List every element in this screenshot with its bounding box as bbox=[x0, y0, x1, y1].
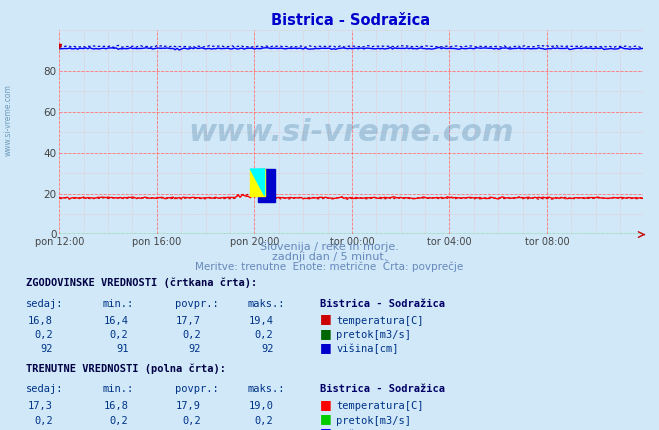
Text: Slovenija / reke in morje.: Slovenija / reke in morje. bbox=[260, 242, 399, 252]
Text: 92: 92 bbox=[40, 344, 53, 354]
Text: 0,2: 0,2 bbox=[110, 415, 129, 426]
Text: maks.:: maks.: bbox=[247, 384, 285, 394]
Text: 0,2: 0,2 bbox=[110, 330, 129, 340]
Text: www.si-vreme.com: www.si-vreme.com bbox=[188, 118, 514, 147]
Text: 17,7: 17,7 bbox=[176, 316, 201, 326]
Text: pretok[m3/s]: pretok[m3/s] bbox=[336, 330, 411, 340]
Text: ■: ■ bbox=[320, 341, 331, 354]
Text: 91: 91 bbox=[116, 344, 129, 354]
Text: ■: ■ bbox=[320, 398, 331, 411]
Text: višina[cm]: višina[cm] bbox=[336, 344, 399, 354]
Polygon shape bbox=[250, 169, 264, 196]
Text: ■: ■ bbox=[320, 327, 331, 340]
Text: višina[cm]: višina[cm] bbox=[336, 429, 399, 430]
Text: 0,2: 0,2 bbox=[183, 415, 201, 426]
Text: min.:: min.: bbox=[102, 384, 133, 394]
Text: zadnji dan / 5 minut.: zadnji dan / 5 minut. bbox=[272, 252, 387, 262]
Text: 0,2: 0,2 bbox=[255, 415, 273, 426]
Text: sedaj:: sedaj: bbox=[26, 298, 64, 309]
Title: Bistrica - Sodražica: Bistrica - Sodražica bbox=[272, 12, 430, 28]
Text: 19,4: 19,4 bbox=[248, 316, 273, 326]
Text: 19,0: 19,0 bbox=[248, 401, 273, 412]
Text: maks.:: maks.: bbox=[247, 298, 285, 309]
Text: 0,2: 0,2 bbox=[34, 330, 53, 340]
Bar bbox=[258, 169, 275, 202]
Text: 0,2: 0,2 bbox=[255, 330, 273, 340]
Text: ■: ■ bbox=[320, 427, 331, 430]
Text: Bistrica - Sodražica: Bistrica - Sodražica bbox=[320, 298, 445, 309]
Text: 0,2: 0,2 bbox=[183, 330, 201, 340]
Text: 92: 92 bbox=[261, 344, 273, 354]
Text: ■: ■ bbox=[320, 313, 331, 326]
Text: ■: ■ bbox=[320, 412, 331, 425]
Text: 16,8: 16,8 bbox=[28, 316, 53, 326]
Text: povpr.:: povpr.: bbox=[175, 298, 218, 309]
Text: TRENUTNE VREDNOSTI (polna črta):: TRENUTNE VREDNOSTI (polna črta): bbox=[26, 363, 226, 374]
Text: Bistrica - Sodražica: Bistrica - Sodražica bbox=[320, 384, 445, 394]
Text: ZGODOVINSKE VREDNOSTI (črtkana črta):: ZGODOVINSKE VREDNOSTI (črtkana črta): bbox=[26, 277, 258, 288]
Text: 92: 92 bbox=[188, 344, 201, 354]
Text: pretok[m3/s]: pretok[m3/s] bbox=[336, 415, 411, 426]
Text: 16,8: 16,8 bbox=[103, 401, 129, 412]
Text: min.:: min.: bbox=[102, 298, 133, 309]
Text: temperatura[C]: temperatura[C] bbox=[336, 401, 424, 412]
Text: 16,4: 16,4 bbox=[103, 316, 129, 326]
Text: temperatura[C]: temperatura[C] bbox=[336, 316, 424, 326]
Text: www.si-vreme.com: www.si-vreme.com bbox=[3, 84, 13, 157]
Bar bbox=[250, 169, 264, 196]
Text: Meritve: trenutne  Enote: metrične  Črta: povprečje: Meritve: trenutne Enote: metrične Črta: … bbox=[195, 260, 464, 272]
Text: povpr.:: povpr.: bbox=[175, 384, 218, 394]
Text: 17,9: 17,9 bbox=[176, 401, 201, 412]
Text: 0,2: 0,2 bbox=[34, 415, 53, 426]
Text: sedaj:: sedaj: bbox=[26, 384, 64, 394]
Text: 17,3: 17,3 bbox=[28, 401, 53, 412]
